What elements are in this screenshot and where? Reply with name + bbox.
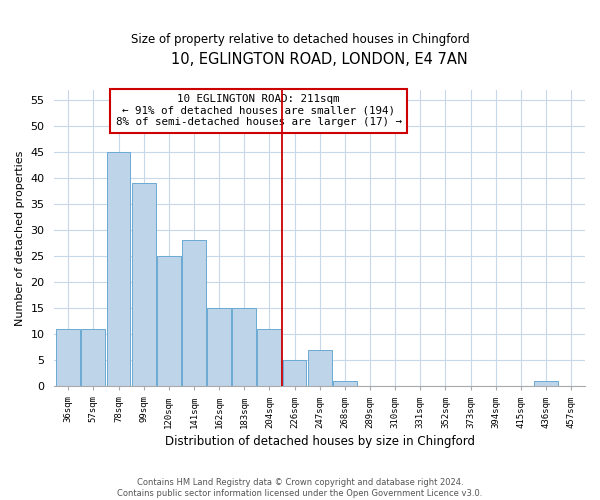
Text: Size of property relative to detached houses in Chingford: Size of property relative to detached ho… — [131, 32, 469, 46]
Bar — [107, 152, 130, 386]
Bar — [257, 329, 281, 386]
Title: 10, EGLINGTON ROAD, LONDON, E4 7AN: 10, EGLINGTON ROAD, LONDON, E4 7AN — [172, 52, 468, 68]
X-axis label: Distribution of detached houses by size in Chingford: Distribution of detached houses by size … — [165, 434, 475, 448]
Bar — [534, 381, 558, 386]
Bar — [157, 256, 181, 386]
Bar — [283, 360, 307, 386]
Text: 10 EGLINGTON ROAD: 211sqm
← 91% of detached houses are smaller (194)
8% of semi-: 10 EGLINGTON ROAD: 211sqm ← 91% of detac… — [116, 94, 401, 127]
Y-axis label: Number of detached properties: Number of detached properties — [15, 150, 25, 326]
Bar — [56, 329, 80, 386]
Bar — [207, 308, 231, 386]
Bar — [333, 381, 357, 386]
Bar — [82, 329, 106, 386]
Bar — [132, 183, 155, 386]
Bar — [232, 308, 256, 386]
Text: Contains HM Land Registry data © Crown copyright and database right 2024.
Contai: Contains HM Land Registry data © Crown c… — [118, 478, 482, 498]
Bar — [308, 350, 332, 387]
Bar — [182, 240, 206, 386]
